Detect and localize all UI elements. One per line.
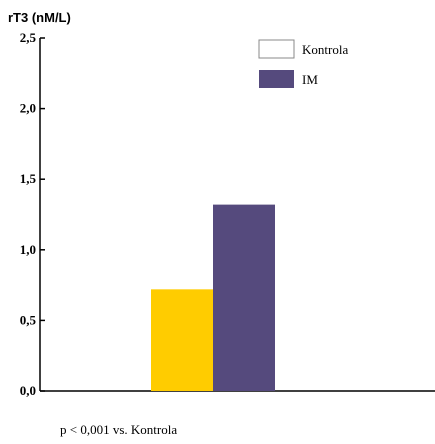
- bars: [151, 204, 275, 391]
- y-axis-label: rT3 (nM/L): [8, 10, 71, 25]
- legend-label-kontrola: Kontrola: [302, 42, 348, 57]
- legend: Kontrola IM: [258, 39, 348, 88]
- y-tick-label-1: 0,5: [20, 312, 37, 327]
- y-tick-label-4: 2,0: [20, 101, 36, 116]
- y-tick-label-0: 0,0: [20, 383, 36, 398]
- legend-swatch-kontrola: [258, 39, 295, 59]
- bar-kontrola: [151, 289, 213, 391]
- significance-note: p < 0,001 vs. Kontrola: [60, 422, 177, 437]
- y-tick-label-5: 2,5: [20, 30, 37, 45]
- legend-label-im: IM: [302, 72, 318, 87]
- y-ticks: 0,0 0,5 1,0 1,5 2,0 2,5: [20, 30, 45, 398]
- legend-swatch-im: [259, 70, 294, 88]
- bar-im: [213, 204, 275, 391]
- y-tick-label-2: 1,0: [20, 242, 36, 257]
- y-tick-label-3: 1,5: [20, 171, 37, 186]
